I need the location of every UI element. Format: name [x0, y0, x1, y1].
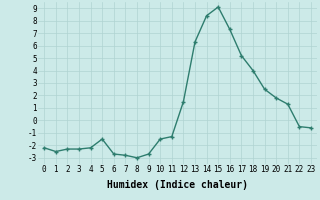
- X-axis label: Humidex (Indice chaleur): Humidex (Indice chaleur): [107, 180, 248, 190]
